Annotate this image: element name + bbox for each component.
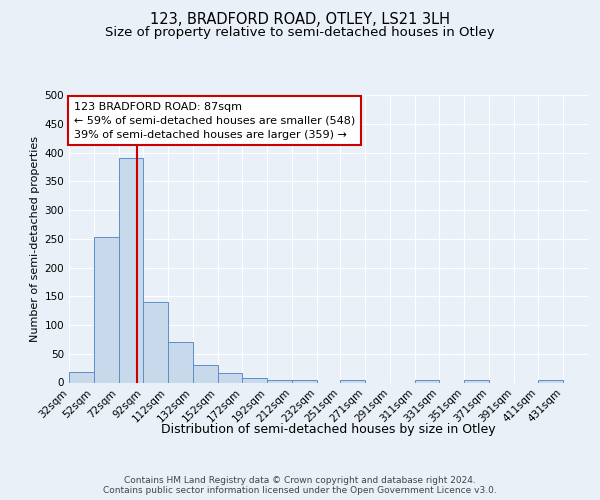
Y-axis label: Number of semi-detached properties: Number of semi-detached properties — [30, 136, 40, 342]
Bar — [242, 378, 267, 382]
Bar — [415, 380, 439, 382]
Bar — [267, 380, 292, 382]
Bar — [168, 342, 193, 382]
Bar — [218, 374, 242, 382]
Bar — [538, 380, 563, 382]
Text: 123 BRADFORD ROAD: 87sqm
← 59% of semi-detached houses are smaller (548)
39% of : 123 BRADFORD ROAD: 87sqm ← 59% of semi-d… — [74, 102, 355, 140]
Bar — [119, 158, 143, 382]
Text: Size of property relative to semi-detached houses in Otley: Size of property relative to semi-detach… — [105, 26, 495, 39]
Text: 123, BRADFORD ROAD, OTLEY, LS21 3LH: 123, BRADFORD ROAD, OTLEY, LS21 3LH — [150, 12, 450, 28]
Bar — [193, 365, 218, 382]
Bar — [143, 302, 168, 382]
Text: Contains public sector information licensed under the Open Government Licence v3: Contains public sector information licen… — [103, 486, 497, 495]
Bar — [464, 380, 489, 382]
Bar — [69, 372, 94, 382]
Text: Contains HM Land Registry data © Crown copyright and database right 2024.: Contains HM Land Registry data © Crown c… — [124, 476, 476, 485]
Bar — [292, 380, 317, 382]
Bar — [340, 380, 365, 382]
Bar — [94, 237, 119, 382]
Text: Distribution of semi-detached houses by size in Otley: Distribution of semi-detached houses by … — [161, 422, 496, 436]
